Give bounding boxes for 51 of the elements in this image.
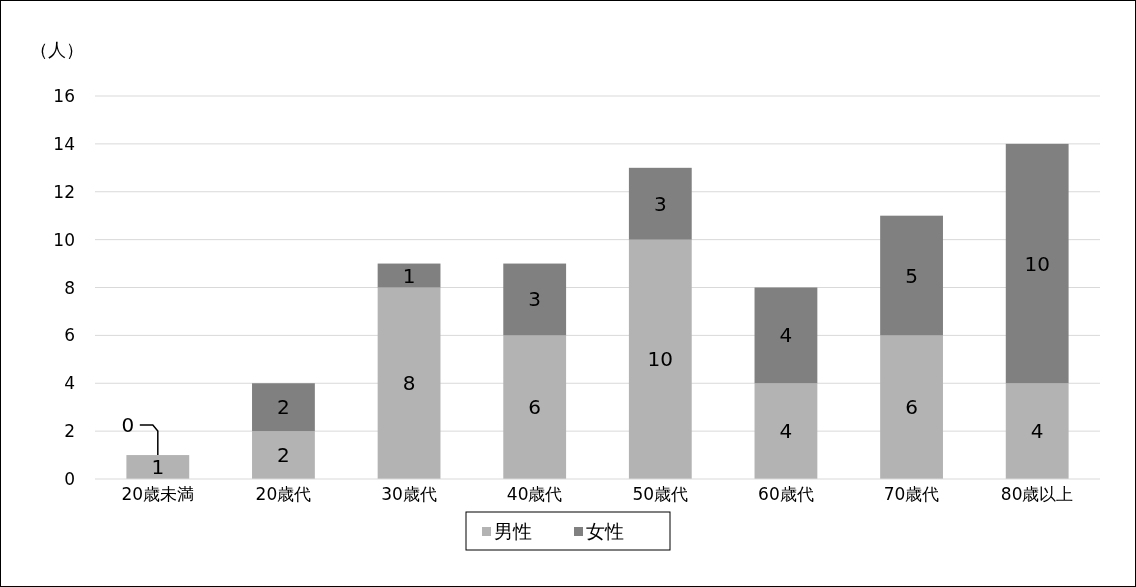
bar (377, 287, 441, 479)
x-tick-label: 40歳代 (506, 484, 563, 504)
x-tick-label: 30歳代 (381, 484, 437, 504)
legend-label: 女性 (586, 520, 624, 542)
y-axis-title: （人） (30, 39, 84, 60)
y-tick-label: 8 (64, 277, 75, 298)
data-label: 1 (151, 455, 165, 480)
bar (503, 335, 567, 479)
x-tick-label: 20歳未満 (121, 484, 195, 504)
bar (880, 215, 943, 336)
data-label: 6 (905, 395, 918, 420)
y-tick-label: 12 (53, 181, 75, 202)
data-label: 10 (647, 347, 674, 372)
bar (754, 287, 818, 384)
y-tick-label: 14 (53, 133, 75, 154)
data-label: 10 (1024, 251, 1050, 276)
data-label: 2 (277, 443, 290, 468)
bar (628, 239, 692, 479)
data-label: 4 (1030, 419, 1044, 444)
x-tick-label: 50歳代 (632, 484, 689, 504)
data-label: 4 (779, 323, 793, 348)
data-label: 8 (402, 371, 416, 396)
bar (377, 263, 441, 288)
x-tick-label: 60歳代 (758, 484, 814, 504)
bar (252, 383, 315, 432)
bar (252, 431, 315, 479)
data-label: 1 (402, 263, 416, 288)
bar (503, 263, 567, 336)
y-tick-label: 16 (53, 86, 75, 106)
bar (1005, 143, 1069, 384)
data-label: 3 (653, 191, 667, 216)
bar (754, 383, 818, 479)
x-tick-label: 80歳以上 (1000, 484, 1074, 504)
y-tick-label: 10 (53, 229, 75, 250)
data-label: 0 (121, 413, 135, 438)
bar (628, 167, 692, 240)
data-label: 4 (779, 419, 793, 444)
data-label: 3 (528, 287, 542, 312)
legend-label: 男性 (494, 520, 532, 542)
bar (126, 455, 190, 479)
data-label: 6 (528, 395, 542, 420)
y-tick-label: 2 (64, 421, 75, 442)
data-label: 5 (905, 263, 918, 288)
data-label: 2 (277, 395, 290, 420)
x-tick-label: 70歳代 (883, 484, 940, 504)
y-tick-label: 6 (64, 325, 75, 346)
y-tick-label: 0 (64, 469, 75, 489)
y-tick-label: 4 (64, 373, 75, 394)
bar (1005, 383, 1069, 479)
bar (880, 335, 943, 479)
x-tick-label: 20歳代 (255, 484, 312, 504)
